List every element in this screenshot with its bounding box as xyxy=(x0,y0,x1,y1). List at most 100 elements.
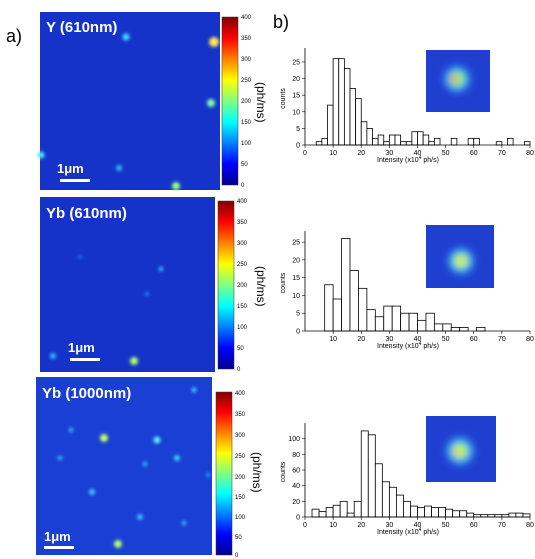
histogram-bar xyxy=(325,507,334,518)
x-tick-label: 30 xyxy=(385,150,393,157)
histogram-bar xyxy=(374,463,383,518)
histogram-bar xyxy=(400,312,410,332)
histogram-bar xyxy=(332,58,340,146)
histogram-3: 0 10 20 30 40 50 60 70 80 0 20 40 60 80 100 counts Inten… xyxy=(280,423,534,536)
histogram-bar xyxy=(383,305,393,332)
histogram-bar xyxy=(403,500,411,518)
histogram-bar xyxy=(327,104,334,146)
histogram-bar xyxy=(410,505,418,518)
image-title: Yb (610nm) xyxy=(46,205,127,222)
x-tick-label: 30 xyxy=(385,522,393,529)
histogram-bar xyxy=(459,510,468,518)
colorbar-tick: 50 xyxy=(235,535,242,541)
image-panel-3: Yb (1000nm) 1μm 400 350 300 250 200 150 … xyxy=(36,377,264,559)
histogram-bar xyxy=(466,512,475,518)
x-tick-label: 40 xyxy=(414,150,422,157)
x-tick-label: 50 xyxy=(442,522,450,529)
histogram-bar xyxy=(374,316,385,332)
x-tick-label: 10 xyxy=(329,522,337,529)
histogram-bar xyxy=(353,500,362,518)
histogram-bar xyxy=(515,512,524,518)
histogram-bar xyxy=(338,58,345,146)
image-title: Y (610nm) xyxy=(46,19,117,36)
histogram-bar xyxy=(417,507,425,518)
x-tick-label: 70 xyxy=(498,522,506,529)
histogram-1: 0 10 20 30 40 50 60 70 80 0 5 10 15 20 25 counts Intensi… xyxy=(280,48,534,164)
fluorescence-spots xyxy=(57,387,210,548)
colorbar-label: (ph/ms) xyxy=(254,82,268,123)
spot-inset-3 xyxy=(426,416,496,482)
histogram-bar xyxy=(424,505,432,518)
histogram-bar xyxy=(360,121,368,146)
scale-bar xyxy=(44,546,74,549)
histogram-bar xyxy=(332,504,341,518)
x-tick-label: 30 xyxy=(385,336,393,343)
histogram-bar xyxy=(445,508,454,518)
colorbar-tick: 100 xyxy=(235,515,246,521)
colorbar-tick: 350 xyxy=(235,412,246,418)
y-tick-label: 80 xyxy=(292,452,300,459)
y-axis-label: counts xyxy=(280,88,287,109)
histogram-bar xyxy=(507,137,514,146)
spot-inset-2 xyxy=(426,225,494,288)
colorbar xyxy=(215,391,233,556)
scale-bar xyxy=(70,358,100,361)
colorbar-tick: 150 xyxy=(241,120,252,126)
histogram-bar xyxy=(349,88,357,146)
histogram-bar xyxy=(411,131,418,146)
histogram-bar xyxy=(381,481,390,518)
x-tick-label: 80 xyxy=(526,522,534,529)
histogram-bar xyxy=(391,305,402,332)
histogram-bar xyxy=(422,134,430,146)
fluorescence-spots xyxy=(50,255,164,365)
colorbar-label: (ph/ms) xyxy=(250,452,264,493)
histogram-bar xyxy=(372,137,379,146)
colorbar-tick: 200 xyxy=(241,99,252,105)
colorbar-tick: 400 xyxy=(237,199,248,205)
colorbar-tick: 100 xyxy=(241,141,252,147)
x-tick-label: 60 xyxy=(470,150,478,157)
y-tick-label: 15 xyxy=(292,275,300,282)
x-tick-label: 70 xyxy=(498,336,506,343)
histogram-bar xyxy=(315,141,323,146)
colorbar-tick: 0 xyxy=(237,367,241,373)
histogram-bar xyxy=(324,284,334,332)
histogram-bar xyxy=(400,141,407,146)
x-tick-label: 10 xyxy=(329,336,337,343)
x-axis-label: Intensity (x104 ph/s) xyxy=(377,527,439,536)
x-tick-label: 50 xyxy=(442,150,450,157)
y-tick-label: 100 xyxy=(288,436,300,443)
colorbar-tick: 250 xyxy=(235,454,246,460)
colorbar-tick: 400 xyxy=(235,391,246,397)
y-tick-label: 5 xyxy=(296,311,300,318)
colorbar-tick: 250 xyxy=(237,262,248,268)
colorbar-tick: 50 xyxy=(241,162,248,168)
fluorescence-image xyxy=(40,12,220,190)
image-panel-1: Y (610nm) 1μm 400 350 300 250 200 150 10… xyxy=(37,12,268,190)
histogram-bar xyxy=(343,68,351,146)
histogram-bar xyxy=(523,141,531,146)
histogram-bar xyxy=(417,131,424,146)
histogram-bar xyxy=(433,323,444,332)
colorbar-tick: 0 xyxy=(235,553,239,559)
x-tick-label: 20 xyxy=(357,150,365,157)
y-tick-label: 10 xyxy=(292,109,300,116)
y-tick-label: 0 xyxy=(296,329,300,336)
histogram-bar xyxy=(367,434,376,518)
y-axis-label: counts xyxy=(280,461,287,482)
histogram-bar xyxy=(495,141,503,146)
y-tick-label: 0 xyxy=(296,143,300,150)
colorbar-ticks: 400 350 300 250 200 150 100 50 0 xyxy=(237,199,248,373)
y-tick-label: 25 xyxy=(292,240,300,247)
colorbar xyxy=(221,16,239,186)
histogram-bar xyxy=(321,137,328,146)
histogram-bar xyxy=(476,327,486,332)
colorbar-tick: 150 xyxy=(237,304,248,310)
histogram-bar xyxy=(332,298,342,332)
x-tick-label: 10 xyxy=(329,150,337,157)
colorbar-tick: 300 xyxy=(241,57,252,63)
spot-inset-1 xyxy=(426,50,490,112)
y-tick-label: 20 xyxy=(292,76,300,83)
y-tick-label: 10 xyxy=(292,293,300,300)
